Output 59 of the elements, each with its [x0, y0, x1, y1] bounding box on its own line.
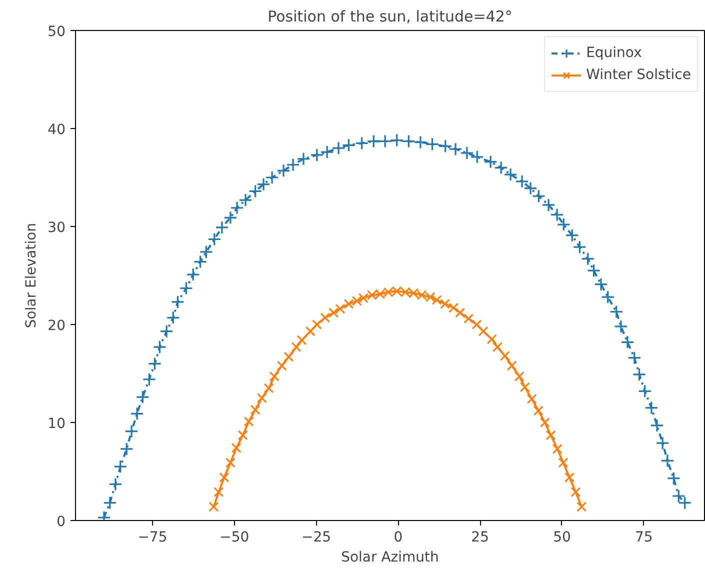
point — [276, 360, 287, 371]
point — [256, 392, 267, 404]
y-tick-label: 10 — [48, 416, 66, 432]
point — [214, 487, 224, 498]
point — [225, 458, 236, 468]
point — [335, 304, 346, 314]
point — [552, 444, 562, 454]
x-tick-label: −50 — [220, 530, 250, 546]
y-tick-label: 40 — [48, 122, 66, 138]
point — [514, 371, 524, 382]
point — [305, 326, 316, 336]
point — [269, 371, 280, 382]
y-axis-title: Solar Elevation — [24, 222, 40, 328]
point — [564, 472, 575, 482]
point — [231, 442, 242, 454]
y-tick-label: 20 — [48, 318, 66, 334]
point — [244, 416, 254, 427]
chart-title: Position of the sun, latitude=42° — [268, 8, 512, 26]
x-tick-label: 50 — [553, 530, 571, 546]
point — [546, 430, 556, 440]
point — [250, 404, 260, 415]
x-tick-label: 0 — [394, 530, 403, 546]
point — [284, 352, 294, 362]
point — [312, 319, 322, 330]
point — [472, 319, 482, 330]
legend-label: Equinox — [586, 45, 642, 61]
point — [455, 308, 466, 318]
point — [478, 326, 488, 336]
point — [219, 472, 230, 482]
x-tick-label: −75 — [138, 530, 168, 546]
x-tick-label: 25 — [471, 530, 490, 546]
point — [291, 342, 302, 352]
point — [520, 382, 530, 392]
point — [492, 342, 502, 352]
point — [464, 314, 474, 324]
point — [320, 312, 330, 323]
point — [296, 335, 307, 346]
y-tick-label: 0 — [56, 514, 66, 530]
point — [526, 394, 537, 404]
point — [558, 458, 568, 468]
y-tick-label: 30 — [48, 220, 66, 236]
y-tick-label: 50 — [48, 24, 66, 40]
point — [448, 302, 459, 313]
point — [570, 487, 581, 498]
point — [328, 308, 339, 318]
point — [264, 383, 274, 394]
point — [533, 406, 544, 416]
point — [576, 502, 587, 512]
point — [506, 360, 517, 371]
point — [540, 417, 550, 428]
x-tick-label: 75 — [634, 530, 653, 546]
point — [486, 334, 497, 344]
x-axis-title: Solar Azimuth — [341, 550, 439, 566]
x-tick-label: −25 — [302, 530, 332, 546]
point — [208, 502, 219, 512]
point — [500, 350, 510, 361]
legend-label: Winter Solstice — [586, 67, 691, 83]
point — [238, 430, 248, 440]
point — [440, 298, 450, 309]
